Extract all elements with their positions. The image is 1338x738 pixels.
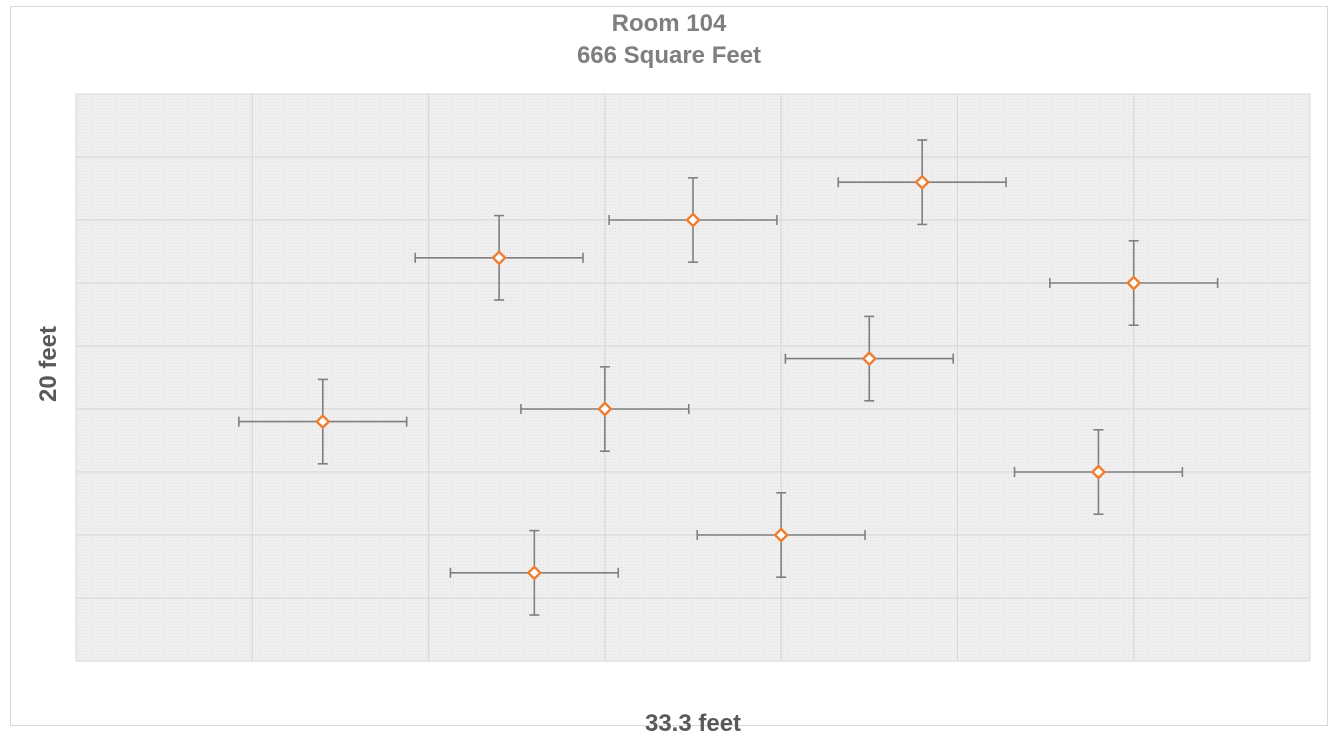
diamond-marker	[914, 174, 930, 190]
data-point-group	[608, 176, 778, 264]
data-point-group	[238, 378, 408, 465]
diamond-marker	[685, 212, 701, 228]
chart-title-line-1: Room 104	[611, 10, 727, 37]
data-point-group	[414, 214, 584, 301]
data-point-group	[696, 491, 866, 579]
data-points	[238, 139, 1219, 616]
x-axis-label: 33.3 feet	[644, 710, 742, 737]
diamond-marker	[526, 565, 543, 581]
data-point-group	[1013, 428, 1184, 516]
data-point-group	[784, 315, 954, 402]
diamond-marker	[597, 401, 613, 417]
diamond-marker	[1126, 275, 1142, 291]
diamond-marker	[861, 350, 877, 367]
y-axis-label: 20 feet	[35, 325, 62, 403]
diamond-marker	[491, 250, 507, 266]
chart-title-line-2: 666 Square Feet	[576, 42, 762, 69]
data-point-group	[837, 139, 1007, 226]
data-point-group	[449, 529, 620, 616]
data-point-group	[1049, 239, 1219, 327]
diamond-marker	[315, 413, 331, 430]
data-point-group	[520, 365, 690, 453]
diamond-marker	[773, 527, 789, 543]
diamond-marker	[1090, 464, 1107, 480]
